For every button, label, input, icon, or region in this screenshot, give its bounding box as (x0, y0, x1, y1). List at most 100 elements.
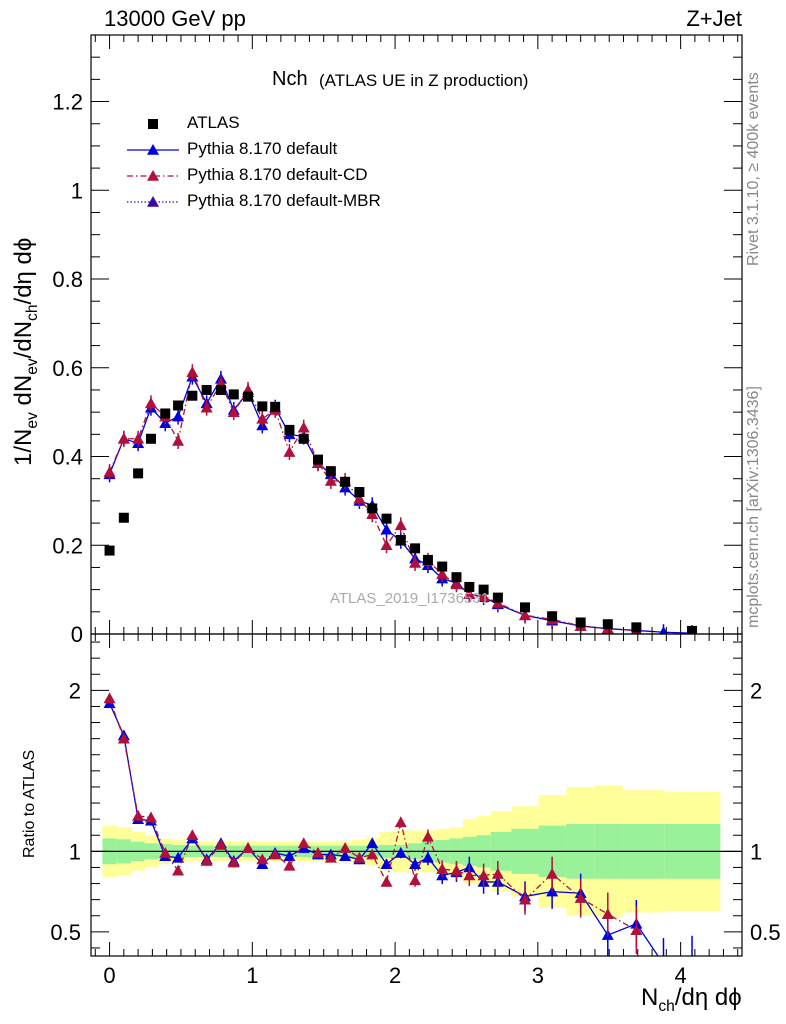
series-ratio-line (108, 698, 637, 931)
ratio-marker (283, 859, 296, 871)
data-point (520, 602, 530, 613)
ratio-y-axis-label: Ratio to ATLAS (21, 749, 38, 858)
main-panel-content (103, 364, 698, 634)
ratio-marker (132, 809, 145, 821)
data-point (478, 584, 489, 595)
data-point (602, 619, 613, 630)
series-marker (380, 539, 393, 551)
legend-entry-label: Pythia 8.170 default-MBR (187, 191, 381, 210)
series-marker (297, 421, 310, 433)
series-marker (103, 466, 116, 477)
data-point (118, 512, 129, 523)
ratio-marker (450, 864, 463, 876)
y-tick-label: 0.8 (52, 267, 83, 292)
legend-marker-atlas (148, 119, 158, 129)
data-point (451, 572, 462, 583)
process-label: Z+Jet (686, 6, 742, 31)
ratio-tick-label-right: 1 (750, 839, 762, 864)
series-marker (144, 397, 157, 409)
series-marker (186, 366, 199, 378)
ratio-marker (339, 842, 352, 853)
mcplots-label: mcplots.cern.ch [arXiv:1306.3436] (745, 386, 762, 628)
data-point (547, 611, 558, 622)
series-marker (172, 434, 185, 446)
series-marker (132, 432, 145, 444)
y-tick-label: 0.6 (52, 356, 83, 381)
data-point (215, 384, 226, 395)
ratio-marker (283, 850, 296, 861)
data-point (464, 581, 475, 592)
ratio-marker (686, 958, 698, 969)
ratio-marker (366, 837, 379, 849)
axes: 0 1 2 3 4 0 0.2 0.4 0.6 0.8 1 1.2 0.5 0.5 1 1 2 2 (50, 34, 781, 988)
series-marker (477, 590, 490, 602)
ratio-marker (421, 851, 434, 863)
ratio-marker (366, 848, 379, 860)
data-point (187, 390, 198, 401)
ratio-tick-label: 1 (69, 839, 81, 864)
ratio-marker (574, 892, 587, 903)
chart-subtitle: (ATLAS UE in Z production) (319, 71, 529, 90)
data-point (325, 466, 336, 477)
ratio-marker (353, 851, 366, 863)
ratio-marker (117, 732, 130, 744)
ratio-marker (519, 893, 531, 905)
series-marker (172, 410, 185, 422)
series-marker (366, 508, 379, 519)
y-tick-label: 0 (71, 622, 83, 647)
y-axis-label: 1/Nev dNev/dNch/dη dϕ (10, 237, 41, 466)
ratio-tick-label-right: 2 (750, 678, 762, 703)
data-point (631, 622, 642, 633)
ratio-tick-label: 2 (69, 678, 81, 703)
analysis-watermark: ATLAS_2019_I1736531 (330, 590, 490, 607)
data-point (173, 400, 184, 411)
legend-marker (147, 170, 159, 181)
ratio-marker (242, 842, 255, 853)
series-marker (519, 609, 531, 621)
data-point (270, 401, 281, 412)
data-point (492, 592, 503, 603)
ratio-marker (144, 811, 157, 823)
ratio-marker (103, 692, 116, 704)
data-point (243, 391, 254, 402)
series-marker (283, 446, 296, 457)
legend-entry-label: Pythia 8.170 default-CD (187, 165, 368, 184)
rivet-label: Rivet 3.1.10, ≥ 400k events (745, 72, 762, 266)
data-point (312, 454, 323, 465)
y-tick-label: 1 (71, 178, 83, 203)
data-point (354, 487, 365, 498)
ratio-marker (186, 829, 199, 841)
data-point (145, 433, 156, 444)
ratio-marker (409, 858, 422, 870)
x-tick-label: 2 (389, 963, 401, 988)
ratio-marker (200, 855, 213, 866)
ratio-marker (297, 837, 310, 849)
legend-marker (147, 196, 159, 207)
series-marker (200, 401, 213, 413)
legend-entry-label: Pythia 8.170 default (187, 139, 338, 158)
ratio-marker (546, 867, 559, 879)
series-marker (353, 492, 366, 504)
ratio-marker (339, 850, 352, 861)
ratio-panel-content (91, 692, 742, 969)
x-tick-label: 4 (674, 963, 686, 988)
ratio-marker (380, 875, 393, 887)
ratio-marker (269, 848, 282, 860)
y-tick-label: 0.2 (52, 533, 83, 558)
data-point (410, 543, 421, 554)
x-tick-label: 1 (246, 963, 258, 988)
series-marker (463, 588, 476, 599)
legend-marker (147, 144, 159, 155)
data-point (104, 545, 115, 556)
ratio-marker (324, 851, 337, 863)
y-tick-label: 1.2 (52, 90, 83, 115)
data-point (340, 476, 351, 487)
ratio-marker (463, 869, 476, 881)
series-marker (324, 474, 337, 486)
ratio-marker (172, 851, 185, 863)
series-marker (659, 626, 668, 634)
ratio-marker (380, 858, 393, 870)
ratio-marker (159, 846, 172, 858)
ratio-marker (214, 838, 227, 850)
